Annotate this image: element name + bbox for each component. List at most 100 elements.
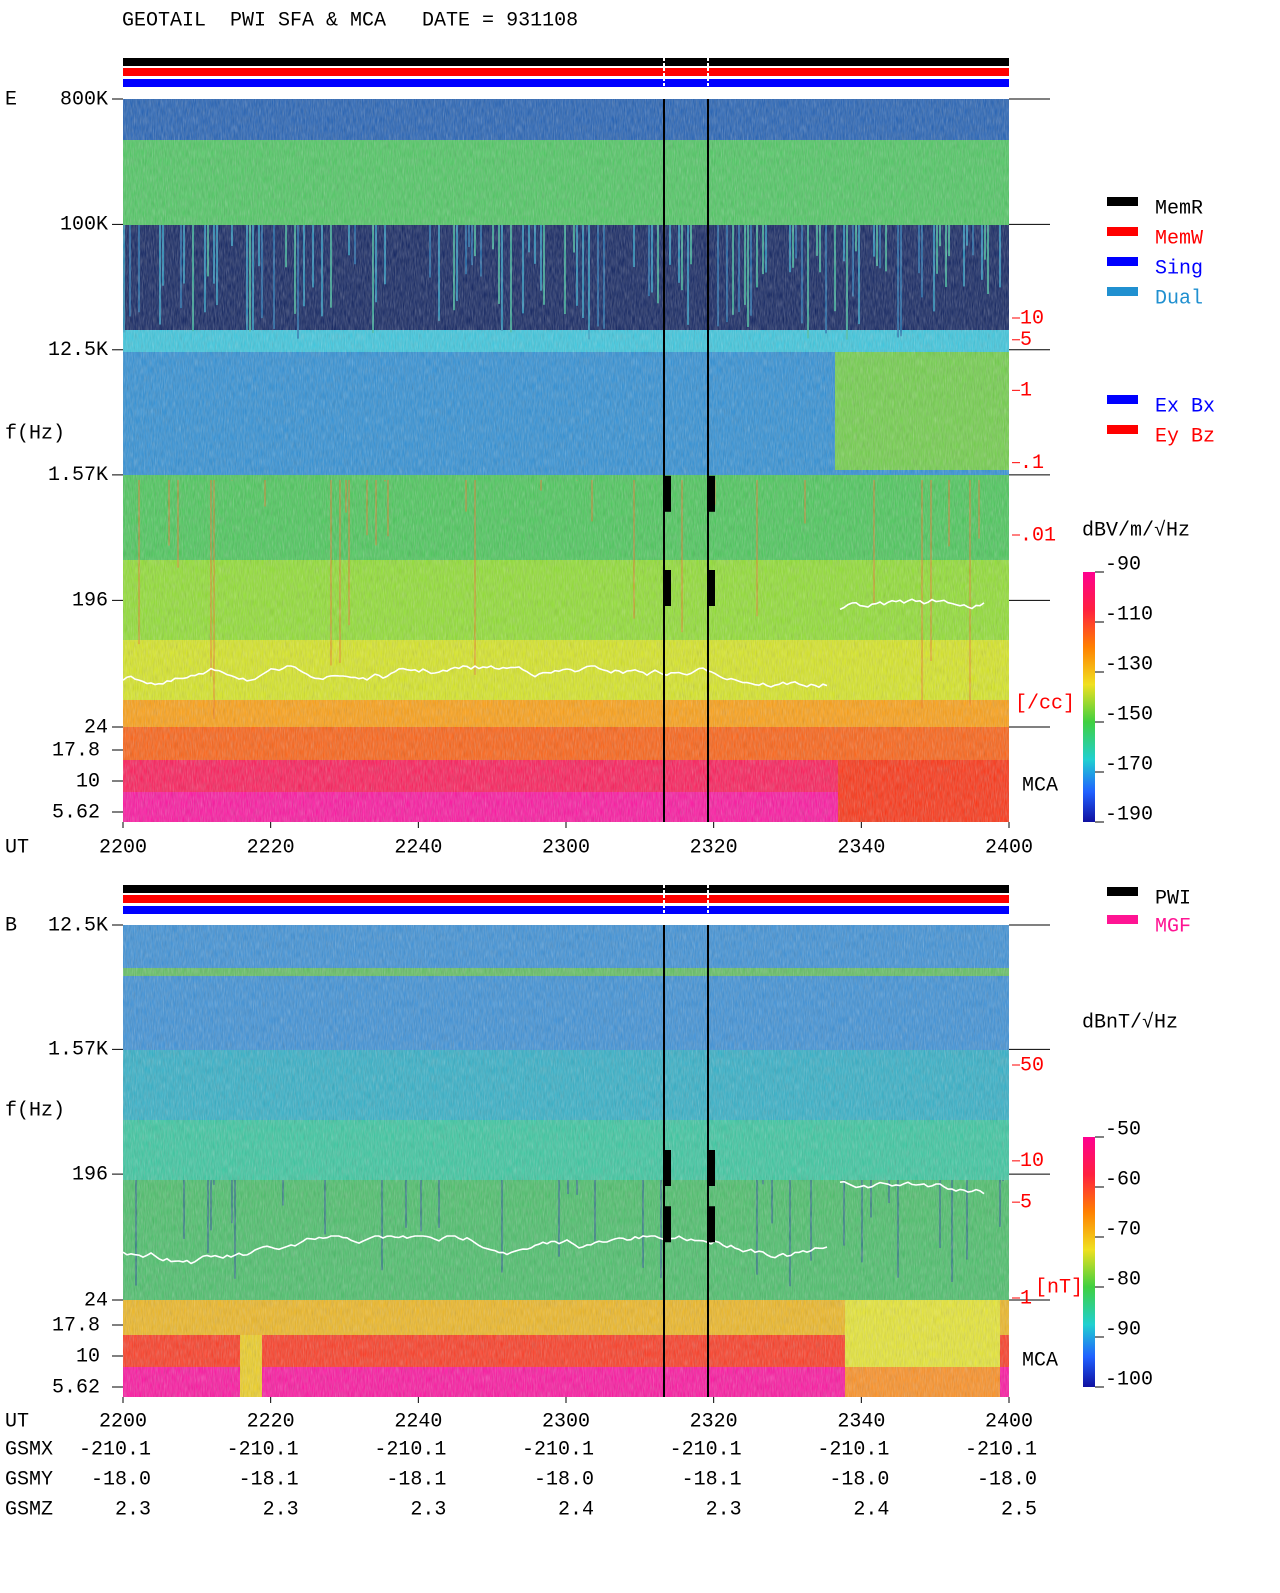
colorbar-tick-label: -60	[1105, 1168, 1141, 1191]
marker-blob	[663, 570, 671, 606]
colorbar-tick-label: -110	[1105, 603, 1153, 626]
y-label: f(Hz)	[5, 422, 65, 445]
status-bar	[123, 68, 1009, 76]
legend-label: MGF	[1155, 915, 1191, 938]
x-tick-label: 2340	[837, 836, 885, 859]
ephemeris-value: -18.1	[239, 1468, 299, 1491]
density-tick-label: 1	[1020, 380, 1032, 403]
density-unit: [nT]	[1035, 1276, 1083, 1299]
x-tick-label: 2220	[247, 1410, 295, 1433]
x-tick-label: 2220	[247, 836, 295, 859]
spectrogram-noise	[123, 99, 1009, 822]
density-tick-label: 1	[1020, 1287, 1032, 1310]
y-tick-label: 800K	[60, 88, 108, 111]
ephemeris-name: GSMY	[5, 1468, 53, 1491]
ephemeris-value: 2.3	[410, 1498, 446, 1521]
legend-swatch	[1107, 887, 1138, 896]
legend-swatch	[1107, 287, 1138, 296]
x-tick-label: 2400	[985, 836, 1033, 859]
density-tick-label: 10	[1020, 307, 1044, 330]
ephemeris-name: GSMX	[5, 1438, 53, 1461]
marker-blob	[707, 475, 715, 512]
density-tick-label: 10	[1020, 1150, 1044, 1173]
x-tick-label: 2240	[394, 836, 442, 859]
density-tick-label: 50	[1020, 1054, 1044, 1077]
trace	[122, 1235, 828, 1265]
y-tick-label: 1.57K	[48, 1039, 108, 1062]
colorbar	[1083, 572, 1095, 822]
mca-tick-label: 5.62	[52, 1376, 100, 1399]
y-label: f(Hz)	[5, 1099, 65, 1122]
density-tick-label: 5	[1020, 1191, 1032, 1214]
trace	[122, 665, 828, 689]
density-tick-label: .01	[1020, 524, 1056, 547]
x-tick-label: 2300	[542, 1410, 590, 1433]
trace	[839, 1180, 985, 1195]
mca-tick-label: 10	[76, 1345, 100, 1368]
status-bar	[123, 58, 1009, 66]
status-bar	[123, 79, 1009, 87]
ephemeris-value: -18.0	[829, 1468, 889, 1491]
colorbar-tick-label: -90	[1105, 1318, 1141, 1341]
ephemeris-value: -210.1	[817, 1438, 889, 1461]
status-bar	[123, 885, 1009, 893]
x-tick-label: 2300	[542, 836, 590, 859]
y-tick-label: 12.5K	[48, 914, 108, 937]
y-tick-label: 1.57K	[48, 464, 108, 487]
mca-tick-label: 10	[76, 770, 100, 793]
legend-swatch	[1107, 915, 1138, 924]
legend-swatch	[1107, 227, 1138, 236]
colorbar-tick-label: -50	[1105, 1118, 1141, 1141]
x-tick-label: 2320	[690, 836, 738, 859]
legend-label: Sing	[1155, 257, 1203, 280]
ephemeris-value: -18.0	[977, 1468, 1037, 1491]
marker-blob	[707, 570, 715, 606]
colorbar-tick-label: -130	[1105, 653, 1153, 676]
ephemeris-value: -18.1	[386, 1468, 446, 1491]
spectrogram-noise	[123, 925, 1009, 1397]
ephemeris-value: -210.1	[79, 1438, 151, 1461]
colorbar-label: dBV/m/√Hz	[1082, 518, 1190, 542]
legend-label: Ex Bx	[1155, 395, 1215, 418]
ephemeris-value: -18.1	[682, 1468, 742, 1491]
mca-label: MCA	[1022, 774, 1058, 797]
legend-label: Dual	[1155, 287, 1203, 310]
density-unit: [/cc]	[1015, 692, 1075, 715]
x-tick-label: 2340	[837, 1410, 885, 1433]
legend-label: MemW	[1155, 227, 1203, 250]
x-tick-label: 2400	[985, 1410, 1033, 1433]
trace	[839, 598, 985, 611]
ephemeris-value: 2.4	[558, 1498, 594, 1521]
marker-blob	[663, 475, 671, 512]
colorbar-label: dBnT/√Hz	[1082, 1010, 1178, 1034]
mca-tick-label: 17.8	[52, 1314, 100, 1337]
legend-label: Ey Bz	[1155, 425, 1215, 448]
marker-blob	[707, 1150, 715, 1186]
colorbar	[1083, 1137, 1095, 1387]
x-tick-label: 2320	[690, 1410, 738, 1433]
y-tick-label: 24	[84, 716, 108, 739]
mca-tick-label: 17.8	[52, 739, 100, 762]
ephemeris-name: GSMZ	[5, 1498, 53, 1521]
colorbar-tick-label: -80	[1105, 1268, 1141, 1291]
ephemeris-value: -18.0	[91, 1468, 151, 1491]
mca-tick-label: 5.62	[52, 801, 100, 824]
ephemeris-value: -210.1	[227, 1438, 299, 1461]
colorbar-tick-label: -150	[1105, 703, 1153, 726]
marker-blob	[663, 1206, 671, 1243]
panel-label: E	[5, 88, 17, 111]
ephemeris-value: 2.3	[706, 1498, 742, 1521]
colorbar-tick-label: -190	[1105, 803, 1153, 826]
y-tick-label: 12.5K	[48, 339, 108, 362]
colorbar-tick-label: -70	[1105, 1218, 1141, 1241]
x-label: UT	[5, 1410, 29, 1433]
y-tick-label: 196	[72, 590, 108, 613]
title: GEOTAIL PWI SFA & MCA DATE = 931108	[122, 9, 578, 32]
legend-swatch	[1107, 197, 1138, 206]
legend-label: MemR	[1155, 197, 1203, 220]
ephemeris-value: -210.1	[522, 1438, 594, 1461]
x-tick-label: 2200	[99, 836, 147, 859]
panel-label: B	[5, 914, 17, 937]
x-tick-label: 2240	[394, 1410, 442, 1433]
x-tick-label: 2200	[99, 1410, 147, 1433]
